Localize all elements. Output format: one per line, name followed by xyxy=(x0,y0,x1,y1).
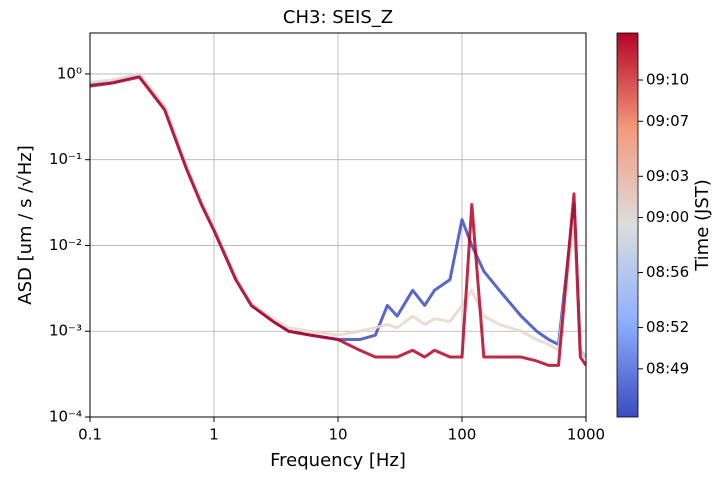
x-tick-label: 1000 xyxy=(567,426,605,444)
x-tick-label: 10 xyxy=(328,426,347,444)
y-tick-label: 10⁻¹ xyxy=(49,150,82,168)
colorbar-label: Time (JST) xyxy=(692,179,713,272)
chart-title: CH3: SEIS_Z xyxy=(283,7,393,28)
colorbar-tick-label: 09:10 xyxy=(646,70,689,88)
y-tick-label: 10⁻² xyxy=(49,236,82,254)
x-axis-label: Frequency [Hz] xyxy=(270,450,406,471)
grid xyxy=(89,33,587,418)
x-tick-label: 0.1 xyxy=(78,426,102,444)
colorbar-tick-label: 09:03 xyxy=(646,167,689,185)
series-line xyxy=(90,75,586,367)
lines xyxy=(90,72,586,367)
colorbar xyxy=(616,32,639,418)
colorbar-tick-label: 09:00 xyxy=(646,208,689,226)
y-tick-label: 10⁻⁴ xyxy=(49,408,82,426)
colorbar-tick-label: 08:52 xyxy=(646,318,689,336)
colorbar-tick-label: 09:07 xyxy=(646,112,689,130)
x-tick-label: 1 xyxy=(209,426,219,444)
colorbar-tick-label: 08:49 xyxy=(646,359,689,377)
y-tick-label: 10⁰ xyxy=(57,64,82,82)
colorbar-tick-label: 08:56 xyxy=(646,263,689,281)
y-axis-label: ASD [um / s /√Hz] xyxy=(15,145,36,304)
x-tick-label: 100 xyxy=(448,426,477,444)
y-tick-label: 10⁻³ xyxy=(49,322,82,340)
